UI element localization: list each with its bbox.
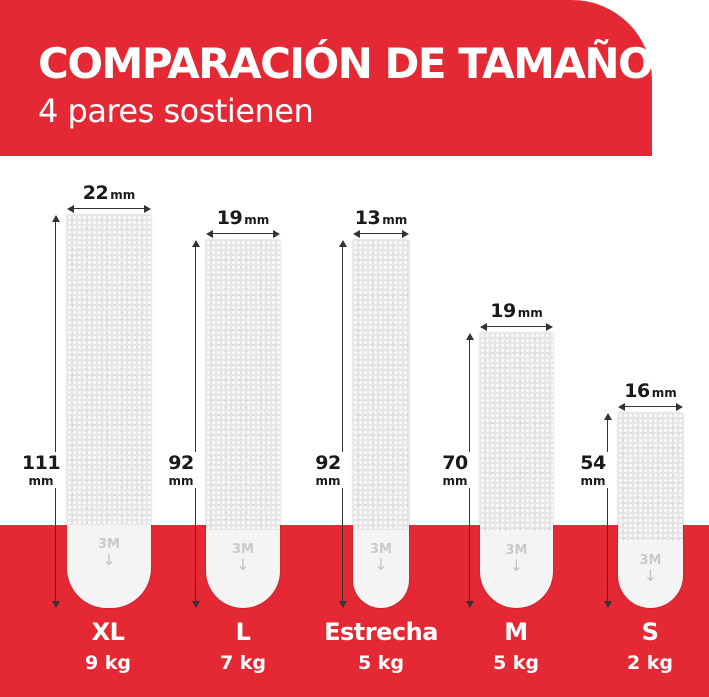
width-arrow-right-icon — [144, 204, 151, 213]
down-arrow-icon: ↓ — [236, 555, 250, 574]
height-arrow-up-icon — [51, 215, 60, 222]
height-value: 54 — [580, 452, 606, 474]
width-dimension-line — [69, 208, 149, 209]
width-arrow-left-icon — [618, 402, 625, 411]
width-label: 19 mm — [198, 207, 288, 231]
width-value: 13 — [354, 207, 381, 229]
down-arrow-icon: ↓ — [509, 556, 524, 575]
height-arrow-down-icon — [191, 601, 200, 608]
size-label-s: S — [641, 618, 659, 646]
width-unit: mm — [110, 188, 136, 202]
weight-capacity-label: 2 kg — [626, 652, 674, 674]
down-arrow-icon: ↓ — [374, 555, 388, 574]
width-value: 16 — [624, 380, 650, 402]
height-value: 70 — [442, 452, 468, 474]
width-value: 19 — [490, 300, 516, 322]
width-arrow-left-icon — [67, 204, 74, 213]
adhesive-strip-estrecha: 3M ↓ — [353, 240, 409, 608]
width-value: 19 — [216, 207, 243, 229]
height-arrow-up-icon — [191, 240, 200, 247]
adhesive-strip-l: 3M ↓ — [206, 240, 280, 608]
width-arrow-left-icon — [353, 229, 360, 238]
height-value: 92 — [168, 452, 194, 474]
width-label: 22 mm — [64, 182, 154, 206]
weight-capacity-label: 5 kg — [357, 652, 405, 674]
strip-texture — [353, 240, 409, 530]
adhesive-strip-xl: 3M ↓ — [67, 215, 151, 608]
width-unit: mm — [517, 306, 543, 320]
width-dimension-line — [482, 326, 551, 327]
height-dimension-line — [55, 217, 56, 606]
width-label: 19 mm — [472, 300, 562, 324]
strip-texture — [206, 240, 280, 530]
height-unit: mm — [168, 474, 194, 488]
adhesive-strip-s: 3M ↓ — [618, 413, 683, 608]
height-label: 54 mm — [571, 452, 615, 488]
width-dimension-line — [620, 406, 681, 407]
header-banner — [0, 0, 652, 156]
width-value: 22 — [82, 182, 109, 204]
size-label-l: L — [235, 618, 251, 646]
width-unit: mm — [382, 213, 408, 227]
height-value: 111 — [21, 452, 61, 474]
height-value: 92 — [315, 452, 341, 474]
height-label: 70 mm — [433, 452, 477, 488]
strip-texture — [67, 215, 151, 525]
down-arrow-icon: ↓ — [643, 566, 658, 585]
height-arrow-up-icon — [465, 333, 474, 340]
strip-logo-3m: 3M — [505, 543, 528, 558]
width-arrow-right-icon — [273, 229, 280, 238]
width-unit: mm — [244, 213, 270, 227]
adhesive-strip-m: 3M ↓ — [480, 333, 553, 608]
size-label-estrecha: Estrecha — [324, 618, 438, 646]
height-dimension-line — [195, 242, 196, 606]
height-dimension-line — [607, 415, 608, 606]
width-label: 16 mm — [606, 380, 696, 404]
width-arrow-right-icon — [546, 322, 553, 331]
height-arrow-down-icon — [338, 601, 347, 608]
height-arrow-down-icon — [465, 601, 474, 608]
height-label: 111 mm — [19, 452, 63, 488]
height-unit: mm — [580, 474, 606, 488]
strip-logo-3m: 3M — [370, 542, 392, 557]
width-unit: mm — [651, 386, 677, 400]
down-arrow-icon: ↓ — [102, 550, 116, 569]
height-label: 92 mm — [159, 452, 203, 488]
page-subtitle: 4 pares sostienen — [38, 92, 314, 130]
size-label-m: M — [504, 618, 528, 646]
width-arrow-left-icon — [480, 322, 487, 331]
height-unit: mm — [442, 474, 468, 488]
height-arrow-down-icon — [603, 601, 612, 608]
width-arrow-right-icon — [402, 229, 409, 238]
size-label-xl: XL — [91, 618, 125, 646]
width-label: 13 mm — [336, 207, 426, 231]
strip-logo-3m: 3M — [98, 537, 120, 552]
strip-logo-3m: 3M — [639, 553, 662, 568]
width-dimension-line — [208, 233, 278, 234]
strip-logo-3m: 3M — [232, 542, 254, 557]
width-arrow-left-icon — [206, 229, 213, 238]
strip-texture — [618, 413, 683, 541]
weight-capacity-label: 9 kg — [84, 652, 132, 674]
height-arrow-up-icon — [338, 240, 347, 247]
height-arrow-up-icon — [603, 413, 612, 420]
height-arrow-down-icon — [51, 601, 60, 608]
weight-capacity-label: 5 kg — [492, 652, 540, 674]
width-dimension-line — [355, 233, 407, 234]
width-arrow-right-icon — [676, 402, 683, 411]
page-title: COMPARACIÓN DE TAMAÑOS — [38, 39, 683, 88]
height-unit: mm — [28, 474, 54, 488]
weight-capacity-label: 7 kg — [219, 652, 267, 674]
height-dimension-line — [342, 242, 343, 606]
height-label: 92 mm — [306, 452, 350, 488]
strip-texture — [480, 333, 553, 531]
height-unit: mm — [315, 474, 341, 488]
